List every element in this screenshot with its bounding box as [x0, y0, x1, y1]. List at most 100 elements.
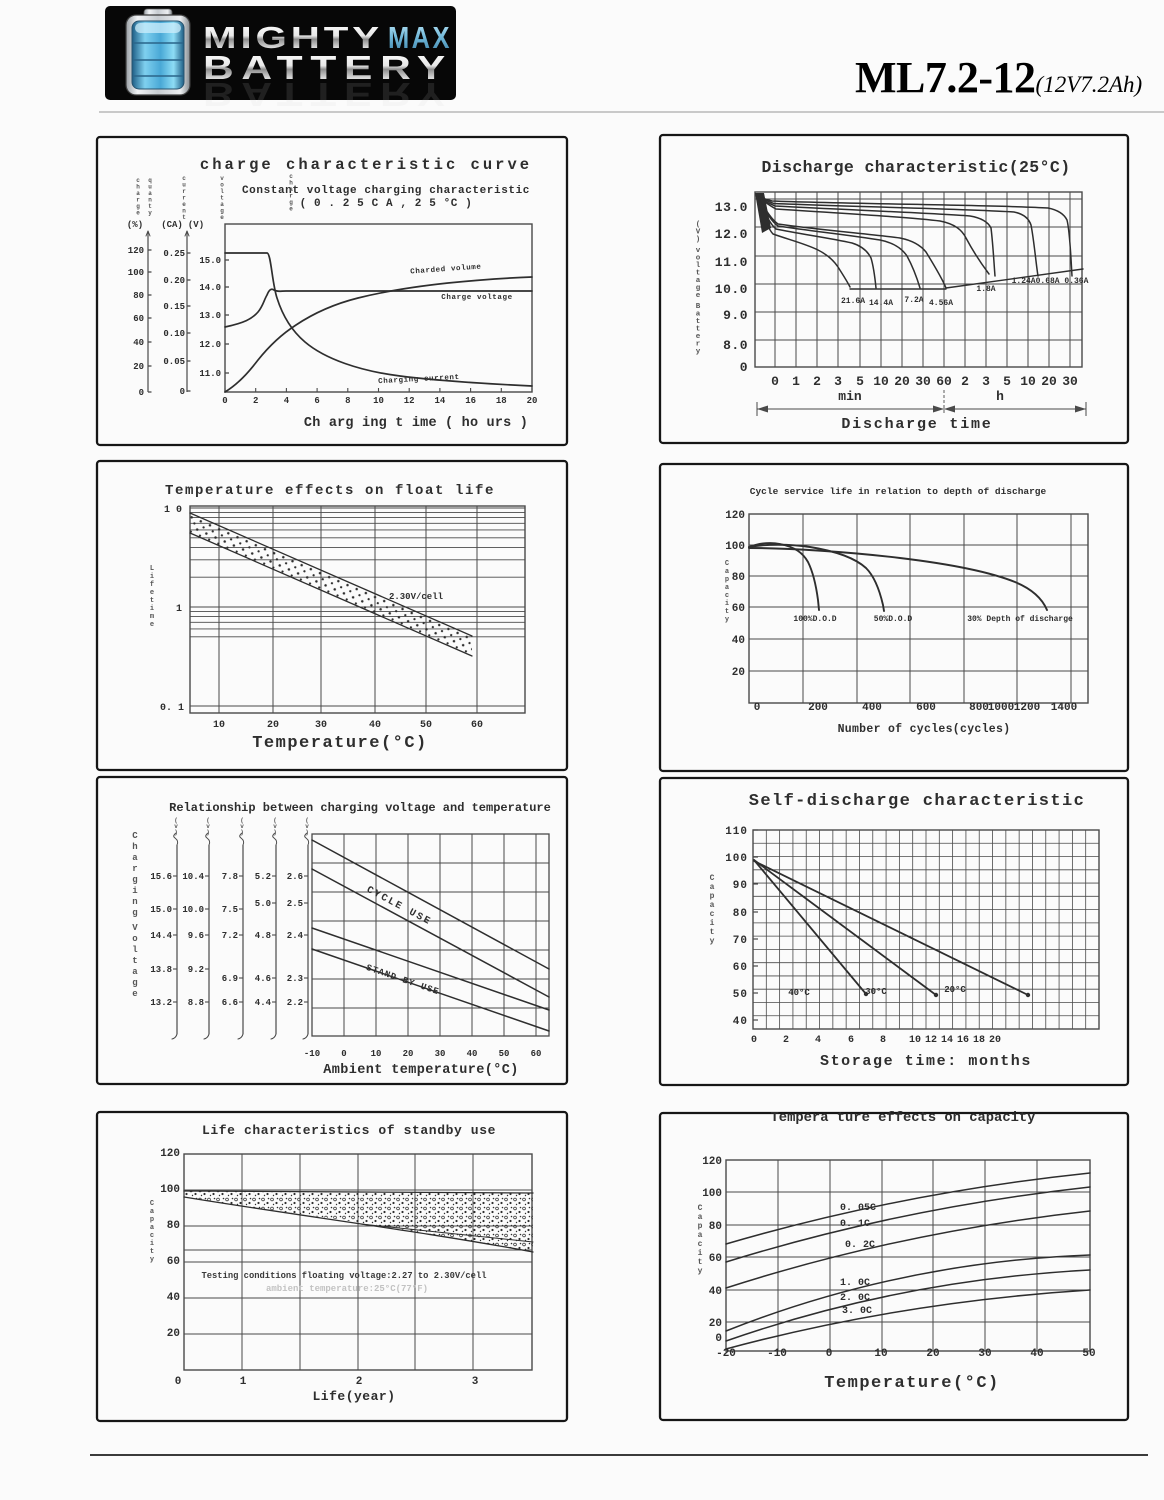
svg-text:(v): (v): [240, 817, 244, 836]
svg-text:Charge voltage: Charge voltage: [441, 294, 512, 302]
svg-text:14.4A: 14.4A: [869, 299, 893, 308]
svg-text:30: 30: [915, 374, 931, 389]
svg-text:10: 10: [873, 374, 889, 389]
svg-text:(v): (v): [206, 817, 210, 836]
svg-text:80: 80: [709, 1221, 722, 1233]
svg-text:10: 10: [213, 720, 225, 731]
svg-text:13.8: 13.8: [150, 965, 172, 975]
svg-text:11.0: 11.0: [715, 255, 748, 270]
svg-text:50: 50: [499, 1049, 510, 1059]
svg-text:0: 0: [771, 374, 779, 389]
svg-text:12.0: 12.0: [715, 227, 748, 242]
svg-text:10: 10: [371, 1049, 382, 1059]
svg-text:60: 60: [531, 1049, 542, 1059]
svg-text:20: 20: [167, 1328, 180, 1340]
svg-text:20: 20: [732, 667, 745, 679]
svg-text:Discharge characteristic(25°C): Discharge characteristic(25°C): [761, 158, 1070, 177]
svg-text:8.0: 8.0: [723, 338, 748, 353]
svg-text:(V): (V): [188, 220, 204, 230]
svg-text:40: 40: [467, 1049, 478, 1059]
svg-text:0: 0: [740, 360, 748, 375]
svg-text:10.0: 10.0: [715, 282, 748, 297]
svg-text:0: 0: [341, 1049, 346, 1059]
svg-text:1 0: 1 0: [164, 505, 182, 516]
svg-text:100: 100: [725, 853, 748, 865]
svg-text:3: 3: [834, 374, 842, 389]
svg-text:6.6: 6.6: [222, 998, 238, 1008]
svg-text:4.6: 4.6: [255, 974, 271, 984]
svg-text:40: 40: [733, 1016, 748, 1028]
svg-text:15.0: 15.0: [150, 905, 172, 915]
svg-text:6: 6: [848, 1035, 854, 1046]
svg-text:40: 40: [133, 338, 144, 348]
svg-text:(v): (v): [174, 817, 178, 836]
svg-text:30: 30: [1062, 374, 1078, 389]
svg-text:Tempera ture effects on capaci: Tempera ture effects on capacity: [771, 1110, 1037, 1126]
svg-text:0: 0: [180, 387, 185, 397]
svg-text:1.8A: 1.8A: [976, 285, 995, 294]
svg-text:13.0: 13.0: [199, 311, 221, 321]
svg-text:5: 5: [856, 374, 864, 389]
svg-text:(%): (%): [127, 220, 143, 230]
svg-text:50: 50: [1082, 1348, 1095, 1360]
svg-text:0: 0: [222, 396, 227, 406]
svg-text:Charging current: Charging current: [378, 374, 460, 386]
svg-text:12: 12: [925, 1035, 937, 1046]
svg-text:80: 80: [167, 1220, 180, 1232]
svg-text:Ambient temperature(°C): Ambient temperature(°C): [323, 1063, 519, 1078]
svg-text:0: 0: [751, 1035, 757, 1046]
svg-text:60: 60: [709, 1253, 722, 1265]
svg-text:3: 3: [982, 374, 990, 389]
svg-text:Storage time: months: Storage time: months: [820, 1053, 1032, 1070]
svg-text:2: 2: [961, 374, 969, 389]
svg-text:100: 100: [702, 1188, 722, 1200]
svg-text:13.0: 13.0: [715, 200, 748, 215]
svg-text:120: 120: [725, 510, 745, 522]
svg-text:12: 12: [404, 396, 415, 406]
svg-text:18: 18: [973, 1035, 985, 1046]
svg-text:charge: charge: [289, 173, 293, 213]
svg-text:60: 60: [133, 314, 144, 324]
svg-text:2.2: 2.2: [287, 998, 303, 1008]
svg-text:0.10: 0.10: [163, 329, 185, 339]
svg-text:60: 60: [936, 374, 952, 389]
svg-text:20: 20: [403, 1049, 414, 1059]
svg-text:4: 4: [815, 1035, 821, 1046]
svg-text:0: 0: [754, 702, 761, 714]
svg-text:7.8: 7.8: [222, 872, 238, 882]
svg-text:11.0: 11.0: [199, 369, 221, 379]
svg-text:Ch arg ing t ime ( ho urs ): Ch arg ing t ime ( ho urs ): [304, 416, 528, 431]
svg-text:30°C: 30°C: [865, 987, 887, 997]
svg-text:10.4: 10.4: [182, 872, 204, 882]
svg-text:8: 8: [880, 1035, 886, 1046]
svg-text:60: 60: [471, 720, 483, 731]
svg-text:40°C: 40°C: [788, 988, 810, 998]
svg-text:13.2: 13.2: [150, 998, 172, 1008]
svg-text:charge: charge: [136, 177, 140, 217]
svg-text:voltage: voltage: [696, 247, 701, 300]
svg-text:110: 110: [725, 826, 748, 838]
svg-text:0.05: 0.05: [163, 357, 185, 367]
svg-text:h: h: [996, 389, 1004, 404]
svg-text:Temperature effects on float l: Temperature effects on float life: [165, 483, 495, 499]
svg-text:BATTERY: BATTERY: [203, 49, 453, 86]
svg-text:Temperature(°C): Temperature(°C): [824, 1374, 1000, 1393]
svg-text:1. 0C: 1. 0C: [840, 1278, 870, 1289]
svg-text:20: 20: [989, 1035, 1001, 1046]
svg-text:60: 60: [733, 962, 748, 974]
svg-text:20°C: 20°C: [944, 985, 966, 995]
svg-text:voltage: voltage: [220, 175, 224, 221]
svg-text:10: 10: [373, 396, 384, 406]
svg-text:120: 120: [128, 246, 144, 256]
svg-text:1400: 1400: [1051, 702, 1077, 714]
svg-text:3. 0C: 3. 0C: [842, 1306, 872, 1317]
svg-text:1.24A0.68A 0.36A: 1.24A0.68A 0.36A: [1012, 277, 1089, 286]
svg-text:600: 600: [916, 702, 936, 714]
svg-text:50: 50: [733, 989, 748, 1001]
svg-text:2.30V/cell: 2.30V/cell: [389, 592, 444, 602]
svg-text:14.4: 14.4: [150, 931, 172, 941]
svg-text:Temperature(°C): Temperature(°C): [252, 734, 428, 753]
svg-text:10.0: 10.0: [182, 905, 204, 915]
